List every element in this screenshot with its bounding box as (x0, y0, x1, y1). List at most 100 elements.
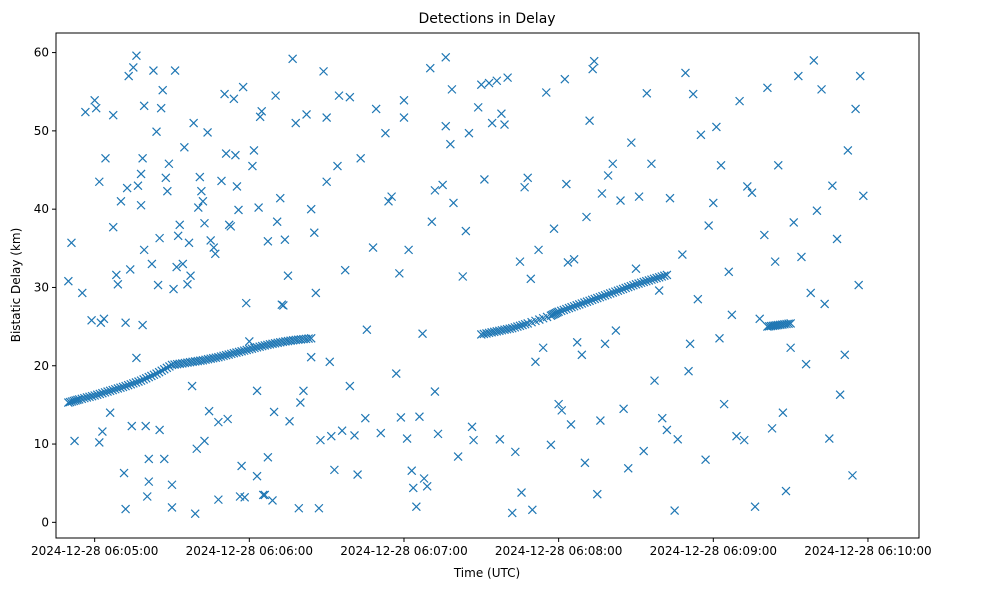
scatter-point (170, 66, 180, 76)
scatter-point (561, 179, 571, 189)
scatter-point (167, 480, 177, 490)
scatter-point (167, 503, 177, 512)
x-tick-label: 2024-12-28 06:05:00 (31, 544, 158, 558)
scatter-point (851, 104, 861, 114)
scatter-point (563, 257, 573, 267)
scatter-point (422, 481, 432, 491)
scatter-point (817, 84, 826, 94)
scatter-point (119, 468, 129, 478)
track-point (226, 349, 236, 359)
track-point (610, 287, 620, 297)
scatter-point (696, 130, 706, 140)
scatter-point (711, 122, 721, 132)
scatter-point (247, 161, 257, 171)
scatter-point (173, 231, 183, 241)
scatter-point (843, 146, 853, 155)
track-point (554, 307, 564, 317)
scatter-point (136, 200, 146, 210)
scatter-point (858, 191, 868, 201)
track-point (116, 383, 125, 393)
scatter-point (319, 66, 328, 76)
track-point (631, 279, 641, 289)
track-point (128, 378, 138, 388)
scatter-point (124, 71, 134, 81)
track-point (131, 378, 141, 387)
scatter-point (122, 183, 132, 193)
track-point (569, 301, 579, 311)
scatter-point (611, 326, 621, 335)
track-point (146, 371, 156, 381)
track-point (260, 340, 270, 350)
x-tick-label: 2024-12-28 06:09:00 (650, 544, 777, 558)
scatter-point (337, 426, 347, 436)
track-point (639, 277, 649, 287)
scatter-point (577, 350, 587, 360)
track-point (603, 289, 613, 299)
scatter-point (531, 357, 540, 367)
scatter-point (597, 189, 607, 198)
scatter-point (608, 159, 618, 169)
track-point (574, 299, 584, 309)
scatter-point (527, 505, 537, 515)
scatter-point (285, 416, 294, 426)
scatter-point (213, 495, 223, 505)
scatter-point (650, 376, 659, 386)
scatter-point (541, 88, 551, 97)
scatter-point (131, 51, 141, 61)
y-tick-label: 10 (34, 437, 49, 451)
scatter-point (244, 337, 254, 346)
scatter-point (701, 455, 710, 465)
scatter-point (520, 182, 530, 192)
y-axis: 0 10 20 30 40 50 60 (34, 46, 56, 529)
scatter-point (125, 265, 135, 274)
scatter-point (252, 386, 262, 396)
scatter-point (334, 91, 344, 101)
scatter-point (684, 366, 693, 376)
track-point (110, 384, 120, 394)
scatter-point (200, 436, 209, 446)
scatter-point (128, 63, 138, 72)
track-point (515, 321, 525, 331)
scatter-point (549, 224, 559, 234)
track-point (479, 329, 489, 339)
y-tick-label: 40 (34, 202, 49, 216)
scatter-point (153, 280, 163, 290)
scatter-point (670, 506, 680, 516)
x-tick-label: 2024-12-28 06:07:00 (340, 544, 467, 558)
y-tick-label: 50 (34, 124, 49, 138)
scatter-point (350, 431, 359, 440)
scatter-point (99, 314, 109, 324)
scatter-point (418, 329, 427, 339)
scatter-point (523, 173, 533, 183)
scatter-point (616, 196, 625, 205)
scatter-point (727, 310, 737, 320)
track-point (520, 319, 530, 329)
track-point (242, 345, 252, 355)
track-point (572, 300, 582, 310)
track-point (512, 322, 522, 332)
scatter-point (80, 107, 90, 117)
scatter-point (430, 185, 440, 195)
scatter-point (314, 503, 324, 513)
scatter-point (190, 509, 200, 519)
scatter-point (693, 294, 703, 304)
scatter-point (77, 288, 87, 298)
track-point (494, 326, 504, 336)
scatter-point (133, 181, 143, 191)
track-point (618, 284, 628, 294)
scatter-point (278, 301, 288, 310)
scatter-point (268, 495, 277, 505)
track-point (219, 351, 228, 361)
track-point (564, 303, 574, 313)
scatter-point (195, 172, 205, 182)
scatter-point (626, 138, 636, 148)
scatter-point (759, 230, 769, 240)
scatter-point (376, 428, 386, 438)
scatter-point (642, 88, 652, 98)
track-point (510, 322, 520, 332)
scatter-point (147, 259, 157, 269)
track-point (623, 282, 633, 292)
scatter-point (820, 299, 830, 309)
scatter-point (407, 466, 417, 476)
scatter-point (187, 381, 197, 391)
